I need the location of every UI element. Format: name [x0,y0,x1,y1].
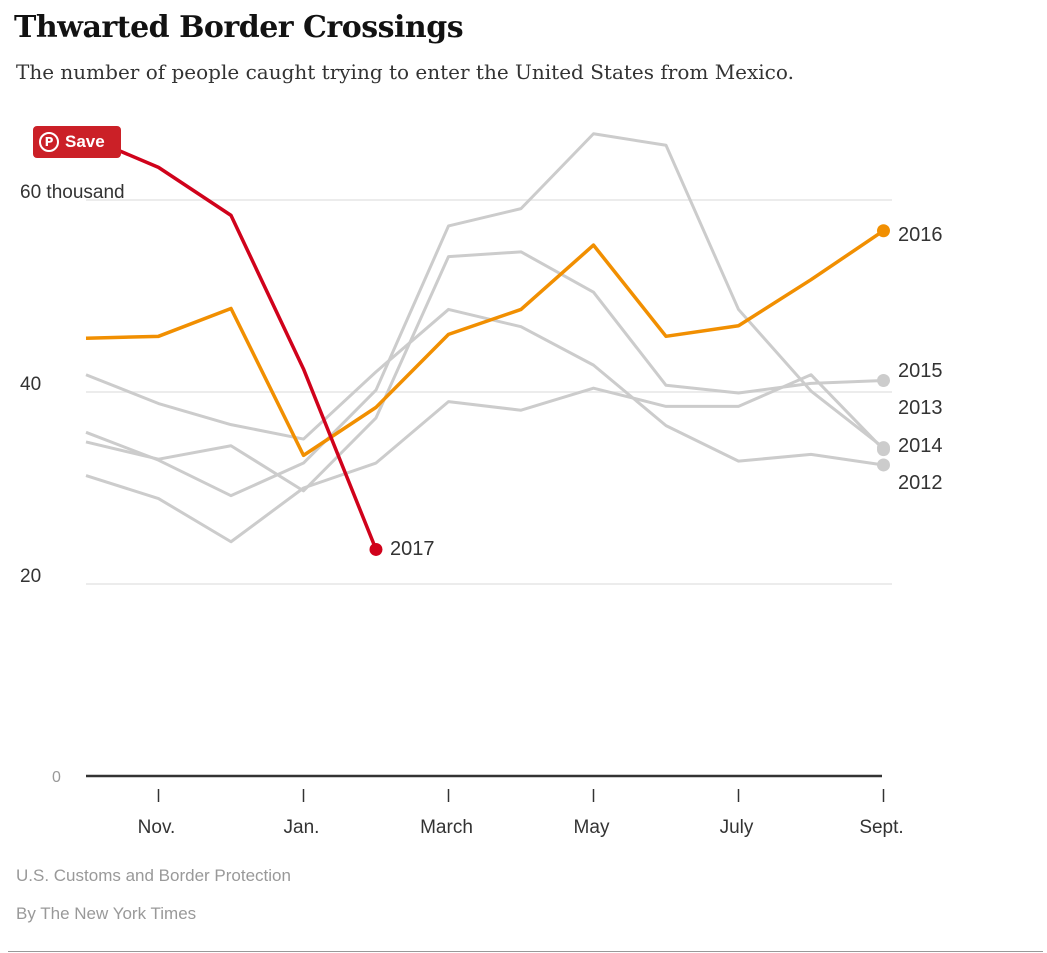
series-line-2014 [85,132,885,498]
series-label-2012: 2012 [898,472,943,494]
x-tick-label: May [574,817,610,838]
series-end-point-2014 [877,441,890,455]
x-tick-label: March [420,817,473,838]
footer-divider [8,951,1043,952]
series-label-2015: 2015 [898,360,943,382]
y-tick-label: 20 [20,566,41,587]
x-tick-label: Sept. [859,817,903,838]
series-line-2012 [85,373,885,544]
x-tick-label: Jan. [284,817,320,838]
series-line-2013 [85,307,884,467]
line-chart: 0 20 40 60 thousand Nov. Jan. March May July Sept… [20,132,943,838]
series-label-2016: 2016 [898,224,943,246]
y-tick-label: 0 [52,769,61,786]
chart-title: Thwarted Border Crossings [14,10,464,45]
series-label-2013: 2013 [898,397,943,419]
series-label-2017: 2017 [390,538,435,560]
series-end-point-2015 [877,373,890,387]
save-button-label: Save [65,132,105,151]
series-line-2015 [85,250,884,493]
series-line-2017 [85,135,378,551]
save-button[interactable]: P Save [33,126,121,158]
y-tick-label: 40 [20,374,41,395]
series-line-2016 [85,229,885,458]
byline: By The New York Times [16,904,197,923]
y-tick-label: 60 thousand [20,182,125,203]
series-end-point-2017 [369,542,383,556]
series-end-point-2016 [877,224,890,238]
source-note: U.S. Customs and Border Protection [16,866,291,885]
series-end-point-2013 [877,458,890,472]
pinterest-icon: P [39,132,59,152]
chart-subtitle: The number of people caught trying to en… [16,60,794,84]
series-label-2014: 2014 [898,435,943,457]
x-tick-label: July [720,817,754,838]
x-tick-label: Nov. [138,817,176,838]
